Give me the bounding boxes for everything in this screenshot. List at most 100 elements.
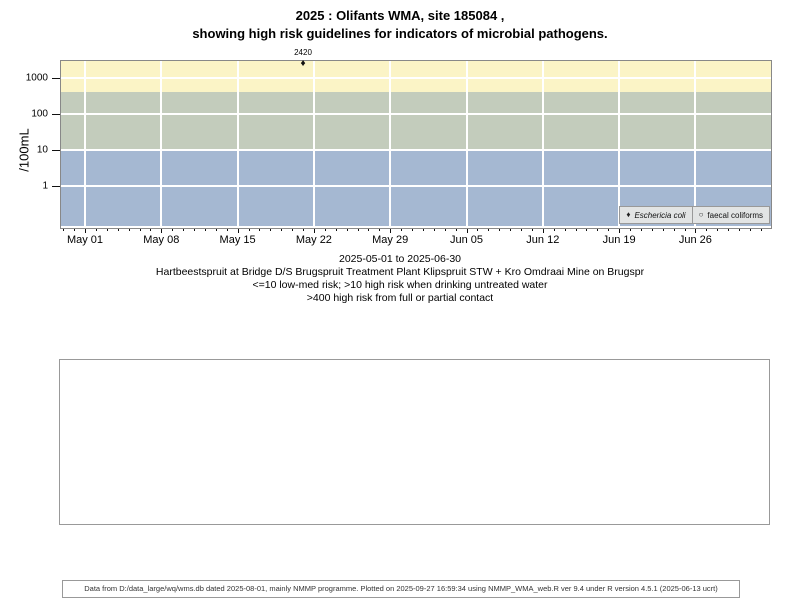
x-axis-tick bbox=[433, 228, 435, 231]
x-axis-tick bbox=[542, 228, 544, 233]
data-point-label: 2420 bbox=[294, 48, 312, 58]
x-axis-tick bbox=[640, 228, 642, 231]
footer-provenance-text: Data from D:/data_large/wq/wms.db dated … bbox=[84, 584, 718, 593]
x-axis-tick-label: May 01 bbox=[66, 234, 104, 246]
x-axis-tick bbox=[161, 228, 163, 233]
vertical-gridline bbox=[694, 61, 697, 228]
x-axis-tick-label: May 29 bbox=[372, 234, 409, 246]
x-axis-tick bbox=[651, 228, 653, 231]
empty-second-panel bbox=[59, 359, 770, 525]
legend: ♦ Eschericia coli ○ faecal coliforms bbox=[619, 206, 770, 224]
chart-title: 2025 : Olifants WMA, site 185084 , showi… bbox=[0, 7, 800, 43]
x-axis-tick bbox=[510, 228, 512, 231]
legend-label-faecal-coliforms: faecal coliforms bbox=[707, 210, 763, 220]
x-axis-tick bbox=[335, 228, 337, 231]
horizontal-gridline bbox=[61, 185, 771, 187]
legend-entry-faecal-coliforms: ○ faecal coliforms bbox=[691, 206, 770, 224]
x-axis-tick bbox=[586, 228, 588, 231]
x-axis-tick-label: Jun 12 bbox=[526, 234, 560, 246]
x-axis-tick bbox=[401, 228, 403, 231]
x-axis-tick bbox=[619, 228, 621, 233]
legend-label-escherichia-coli: Eschericia coli bbox=[634, 210, 686, 220]
x-axis-tick bbox=[749, 228, 751, 231]
x-axis-tick bbox=[739, 228, 740, 231]
x-axis-tick-label: May 08 bbox=[143, 234, 180, 246]
y-axis-tick-label: 1000 bbox=[25, 72, 48, 84]
caption-risk-note-contact: >400 high risk from full or partial cont… bbox=[306, 292, 494, 304]
vertical-gridline bbox=[312, 61, 315, 228]
y-axis-tick bbox=[52, 78, 60, 79]
x-axis-tick bbox=[575, 228, 577, 231]
x-axis-tick bbox=[673, 228, 675, 231]
x-axis-tick bbox=[237, 228, 239, 233]
caption-site-description: Hartbeestspruit at Bridge D/S Brugspruit… bbox=[155, 266, 645, 278]
x-axis-tick bbox=[204, 228, 206, 231]
x-axis-tick bbox=[706, 228, 708, 231]
risk-band bbox=[61, 92, 771, 150]
x-axis-tick bbox=[477, 228, 479, 231]
x-axis-tick bbox=[390, 228, 392, 233]
x-axis-tick-label: May 22 bbox=[295, 234, 332, 246]
x-axis-tick bbox=[346, 228, 348, 231]
x-axis-tick bbox=[662, 228, 664, 231]
x-axis-tick-label: Jun 05 bbox=[449, 234, 484, 246]
x-axis-tick bbox=[324, 228, 326, 231]
x-axis-tick bbox=[313, 228, 315, 233]
x-axis-tick bbox=[281, 228, 283, 231]
chart-caption: 2025-05-01 to 2025-06-30 Hartbeestspruit… bbox=[0, 253, 800, 305]
y-axis-tick bbox=[52, 150, 60, 151]
x-axis-tick bbox=[760, 228, 762, 231]
horizontal-gridline bbox=[61, 149, 771, 151]
x-axis-tick bbox=[368, 228, 370, 231]
x-axis-tick-label: May 15 bbox=[219, 234, 256, 246]
y-axis-title: /100mL bbox=[16, 128, 32, 172]
x-axis-tick bbox=[183, 228, 185, 231]
vertical-gridline bbox=[160, 61, 163, 228]
x-axis-tick bbox=[106, 228, 108, 231]
x-axis-tick bbox=[303, 228, 304, 231]
vertical-gridline bbox=[618, 61, 621, 228]
data-point-marker: ♦ bbox=[300, 58, 306, 70]
horizontal-gridline bbox=[61, 113, 771, 115]
filled-diamond-icon: ♦ bbox=[626, 210, 631, 219]
horizontal-gridline bbox=[61, 77, 771, 79]
open-circle-icon: ○ bbox=[698, 210, 704, 219]
x-axis-tick-label: Jun 19 bbox=[602, 234, 636, 246]
x-axis-tick bbox=[194, 228, 195, 231]
risk-band bbox=[61, 61, 771, 93]
x-axis-tick bbox=[488, 228, 490, 231]
x-axis-tick bbox=[248, 228, 250, 231]
y-axis-tick bbox=[52, 186, 60, 187]
x-axis-tick bbox=[128, 228, 130, 231]
x-axis-tick bbox=[466, 228, 468, 233]
x-axis-tick bbox=[63, 228, 65, 231]
vertical-gridline bbox=[465, 61, 468, 228]
x-axis-tick bbox=[412, 228, 413, 231]
x-axis-tick bbox=[117, 228, 119, 231]
x-axis-tick bbox=[270, 228, 272, 231]
x-axis-tick bbox=[259, 228, 261, 231]
chart-title-line1: 2025 : Olifants WMA, site 185084 , bbox=[295, 8, 505, 23]
x-axis-tick bbox=[553, 228, 555, 231]
caption-risk-note-drinking: <=10 low-med risk; >10 high risk when dr… bbox=[252, 279, 548, 291]
x-axis-tick bbox=[172, 228, 174, 231]
y-axis-tick bbox=[52, 114, 60, 115]
legend-entry-escherichia-coli: ♦ Eschericia coli bbox=[619, 206, 693, 224]
vertical-gridline bbox=[84, 61, 86, 228]
y-axis-tick-label: 1 bbox=[42, 180, 48, 192]
vertical-gridline bbox=[541, 61, 544, 228]
y-axis-tick-label: 100 bbox=[31, 108, 48, 120]
vertical-gridline bbox=[236, 61, 239, 228]
x-axis-tick bbox=[521, 228, 522, 231]
chart-panel: 2420 ♦ ♦ Eschericia coli ○ faecal colifor… bbox=[60, 48, 772, 229]
caption-date-range: 2025-05-01 to 2025-06-30 bbox=[338, 253, 461, 265]
x-axis-tick bbox=[597, 228, 599, 231]
x-axis-tick bbox=[608, 228, 610, 231]
x-axis-tick bbox=[684, 228, 686, 231]
x-axis-tick bbox=[292, 228, 294, 231]
x-axis-tick bbox=[455, 228, 457, 231]
x-axis-tick bbox=[215, 228, 217, 231]
x-axis-tick bbox=[564, 228, 566, 231]
x-axis-tick bbox=[357, 228, 359, 231]
x-axis-tick bbox=[630, 228, 631, 231]
